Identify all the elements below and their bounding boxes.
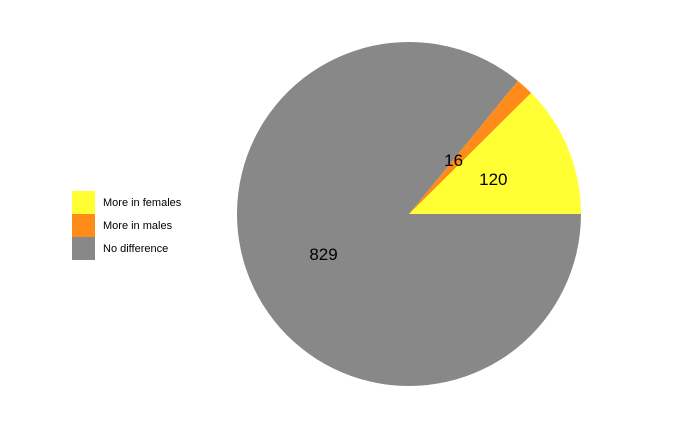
pie-slices [237, 41, 581, 386]
legend-label-more-in-males: More in males [103, 219, 173, 232]
pie-slice-more-in-males [409, 80, 532, 214]
pie-label-more-in-females: 120 [479, 170, 507, 189]
legend-item-no-difference: No difference [72, 237, 181, 260]
legend-swatch-more-in-males [72, 214, 95, 237]
legend: More in females More in males No differe… [72, 191, 181, 260]
legend-swatch-more-in-females [72, 191, 95, 214]
legend-item-more-in-females: More in females [72, 191, 181, 214]
legend-label-more-in-females: More in females [103, 196, 182, 209]
pie-label-no-difference: 829 [309, 245, 337, 264]
pie-data-labels: 120 16 829 [309, 151, 507, 264]
pie-slice-no-difference [237, 41, 581, 386]
legend-swatch-no-difference [72, 237, 95, 260]
pie-label-more-in-males: 16 [444, 151, 463, 170]
legend-label-no-difference: No difference [103, 242, 169, 255]
pie-slice-more-in-females [409, 92, 581, 214]
legend-item-more-in-males: More in males [72, 214, 181, 237]
